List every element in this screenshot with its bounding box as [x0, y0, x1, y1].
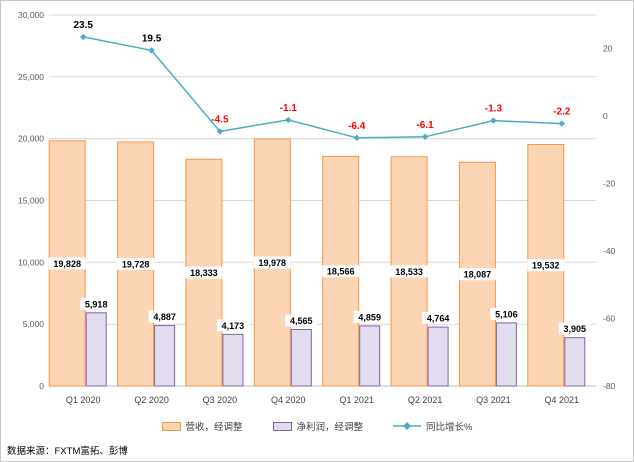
profit-value-label: 3,905: [564, 324, 587, 334]
profit-bar: [222, 333, 244, 387]
growth-marker-icon: [490, 117, 497, 124]
growth-line-swatch-icon: [393, 422, 422, 430]
revenue-value-label: 19,978: [259, 258, 287, 268]
right-axis-tick: -20: [603, 179, 616, 189]
profit-swatch-icon: [272, 421, 292, 431]
profit-value-label: 4,565: [290, 316, 313, 326]
right-axis-tick: 0: [603, 111, 608, 121]
revenue-label-bg: [117, 258, 155, 270]
revenue-label-bg: [253, 256, 291, 269]
left-axis-tick: 0: [39, 381, 44, 391]
revenue-value-label: 18,533: [395, 267, 423, 277]
growth-marker-icon: [148, 47, 155, 54]
growth-marker-icon: [216, 128, 224, 135]
growth-marker-icon: [558, 120, 565, 127]
profit-bar: [359, 325, 381, 387]
revenue-value-label: 19,828: [53, 259, 81, 269]
growth-marker-icon: [421, 133, 429, 140]
legend-label-profit: 净利润，经调整: [296, 422, 364, 433]
revenue-label-bg: [48, 257, 86, 270]
revenue-value-label: 19,728: [122, 260, 150, 270]
chart-legend: 营收，经调整 净利润，经调整 同比增长%: [1, 419, 633, 433]
profit-bar: [85, 312, 107, 387]
profit-value-label: 4,764: [427, 314, 450, 324]
x-axis-label: Q2 2021: [408, 395, 443, 405]
profit-value-label: 4,859: [358, 312, 381, 322]
revenue-label-bg: [185, 266, 223, 279]
legend-label-revenue: 营收，经调整: [185, 422, 243, 433]
legend-item-growth: 同比增长%: [393, 419, 472, 433]
revenue-value-label: 18,566: [327, 267, 355, 277]
revenue-value-label: 19,532: [532, 261, 560, 271]
profit-value-label: 4,887: [153, 312, 176, 322]
growth-value-label: -1.1: [280, 103, 298, 114]
left-axis-tick: 5,000: [23, 319, 45, 329]
profit-label-bg: [285, 314, 318, 327]
profit-bar: [427, 326, 449, 387]
left-axis-tick: 30,000: [18, 10, 44, 20]
revenue-label-bg: [322, 265, 360, 278]
profit-value-label: 5,106: [495, 309, 518, 319]
growth-value-label: 23.5: [73, 20, 93, 31]
growth-marker-icon: [285, 116, 292, 124]
left-axis-tick: 25,000: [18, 72, 44, 82]
growth-value-label: -1.3: [485, 104, 503, 115]
right-axis-tick: 20: [603, 44, 613, 54]
profit-bar: [154, 325, 176, 387]
profit-value-label: 5,918: [85, 299, 108, 309]
left-axis-tick: 15,000: [18, 196, 44, 206]
revenue-swatch-icon: [161, 421, 181, 431]
profit-label-bg: [216, 319, 249, 332]
combo-chart: 0 5,000 10,000 15,000 20,000 25,000 30,000 20 0 -…: [1, 1, 633, 416]
x-axis-label: Q1 2020: [66, 395, 101, 405]
left-axis-tick: 20,000: [18, 134, 44, 144]
growth-marker-icon: [353, 134, 360, 141]
left-axis-tick: 10,000: [18, 257, 44, 267]
right-axis-tick: -80: [603, 381, 616, 391]
revenue-label-bg: [458, 268, 496, 281]
right-axis-tick: -60: [603, 314, 616, 324]
right-axis-tick: -40: [603, 246, 616, 256]
legend-item-revenue: 营收，经调整: [161, 419, 243, 433]
profit-label-bg: [422, 312, 455, 325]
profit-bar: [290, 329, 312, 387]
profit-label-bg: [80, 297, 113, 310]
legend-item-profit: 净利润，经调整: [272, 419, 364, 433]
growth-value-label: -6.1: [416, 120, 434, 131]
x-axis-label: Q3 2020: [203, 395, 238, 405]
growth-value-label: -2.2: [553, 107, 571, 118]
growth-value-label: -6.4: [348, 121, 366, 132]
growth-marker-icon: [80, 33, 87, 41]
revenue-value-label: 18,087: [464, 270, 492, 280]
profit-label-bg: [353, 310, 386, 323]
profit-label-bg: [558, 322, 591, 335]
revenue-value-label: 18,333: [190, 268, 218, 278]
x-axis-label: Q2 2020: [134, 395, 169, 405]
x-axis-label: Q4 2021: [545, 395, 580, 405]
x-axis-label: Q3 2021: [476, 395, 511, 405]
growth-value-label: -4.5: [211, 114, 229, 125]
profit-value-label: 4,173: [222, 321, 245, 331]
chart-canvas: 0 5,000 10,000 15,000 20,000 25,000 30,000 20 0 -…: [18, 10, 616, 405]
revenue-label-bg: [527, 259, 565, 272]
profit-bar: [564, 337, 586, 387]
x-axis-label: Q4 2020: [271, 395, 306, 405]
growth-value-label: 19.5: [142, 33, 162, 44]
profit-bar: [495, 322, 517, 387]
revenue-label-bg: [390, 265, 428, 278]
growth-line: [83, 36, 562, 139]
profit-label-bg: [490, 307, 523, 320]
profit-label-bg: [148, 310, 181, 323]
legend-label-growth: 同比增长%: [426, 422, 473, 433]
x-axis-label: Q1 2021: [339, 395, 374, 405]
source-note: 数据来源：FXTM富拓、彭博: [7, 446, 128, 457]
